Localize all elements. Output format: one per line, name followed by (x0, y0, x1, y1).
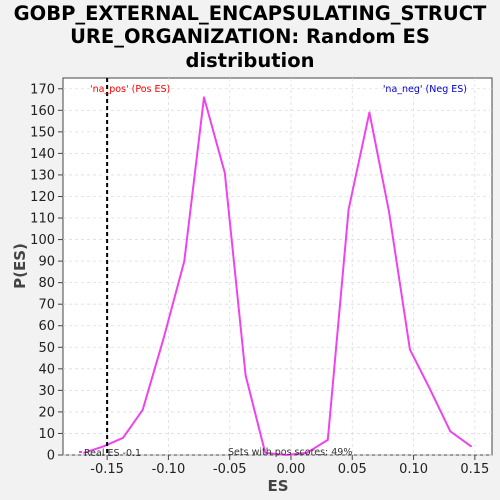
x-tick-label: 0.00 (277, 462, 306, 477)
x-axis-label: ES (267, 477, 288, 495)
x-tick-label: 0.05 (338, 462, 367, 477)
chart-title-line-3: distribution (186, 49, 315, 72)
neg-es-label: 'na_neg' (Neg ES) (383, 84, 467, 95)
series-line (83, 96, 472, 456)
y-tick-label: 60 (38, 319, 55, 334)
data-point (162, 337, 165, 340)
data-point (347, 208, 350, 211)
y-tick-label: 80 (38, 276, 55, 291)
y-tick-label: 50 (38, 341, 55, 356)
y-tick-label: 170 (30, 82, 55, 97)
data-point (141, 408, 144, 411)
grid (63, 78, 492, 456)
y-axis-label: P(ES) (11, 243, 29, 289)
y-tick-label: 140 (30, 147, 55, 162)
data-point (264, 452, 267, 454)
series-group (83, 96, 472, 456)
data-point (449, 430, 452, 433)
y-tick-label: 70 (38, 298, 55, 313)
sets-pos-scores-label: Sets with pos scores: 49% (228, 447, 352, 458)
y-tick-label: 150 (30, 125, 55, 140)
x-tick-label: -0.15 (90, 462, 124, 477)
x-tick-label: 0.15 (460, 462, 489, 477)
real-es-marker-group (79, 78, 109, 455)
chart-title: GOBP_EXTERNAL_ENCAPSULATING_STRUCT URE_O… (14, 2, 487, 72)
data-point (203, 96, 205, 99)
y-tick-label: 100 (30, 233, 55, 248)
data-point (409, 348, 411, 351)
data-point (244, 374, 247, 377)
data-point (83, 452, 85, 454)
data-point (285, 454, 287, 456)
y-tick-label: 110 (30, 212, 55, 227)
y-tick-label: 90 (38, 255, 55, 270)
chart-title-line-1: GOBP_EXTERNAL_ENCAPSULATING_STRUCT (14, 2, 487, 25)
data-point (388, 210, 390, 213)
data-point (368, 111, 371, 114)
y-tick-label: 30 (38, 384, 55, 399)
x-tick-label: -0.10 (152, 462, 186, 477)
data-point (183, 260, 186, 262)
data-point (428, 387, 431, 390)
y-tick-label: 130 (30, 168, 55, 183)
x-axis-ticks: -0.15 -0.10 -0.05 0.00 0.05 0.10 0.15 (90, 455, 489, 477)
data-point (326, 439, 329, 441)
real-es-label: Real ES -0.1 (84, 448, 141, 459)
data-point (122, 436, 124, 439)
data-point (102, 445, 105, 448)
data-point (223, 171, 226, 174)
y-axis-ticks: 0 10 20 30 40 50 60 70 80 90 100 110 120 130 140 150 160… (30, 82, 63, 464)
plot-area (62, 77, 493, 456)
y-tick-label: 160 (30, 104, 55, 119)
y-tick-label: 0 (47, 449, 55, 464)
y-tick-label: 40 (38, 362, 55, 377)
chart-title-line-2: URE_ORGANIZATION: Random ES (70, 25, 430, 48)
x-tick-label: 0.10 (399, 462, 428, 477)
pos-es-label: 'na_pos' (Pos ES) (90, 84, 170, 95)
y-tick-label: 10 (38, 427, 55, 442)
x-tick-label: -0.05 (213, 462, 247, 477)
data-point (470, 445, 472, 448)
data-point (306, 452, 308, 454)
y-tick-label: 120 (30, 190, 55, 205)
y-tick-label: 20 (38, 405, 55, 420)
